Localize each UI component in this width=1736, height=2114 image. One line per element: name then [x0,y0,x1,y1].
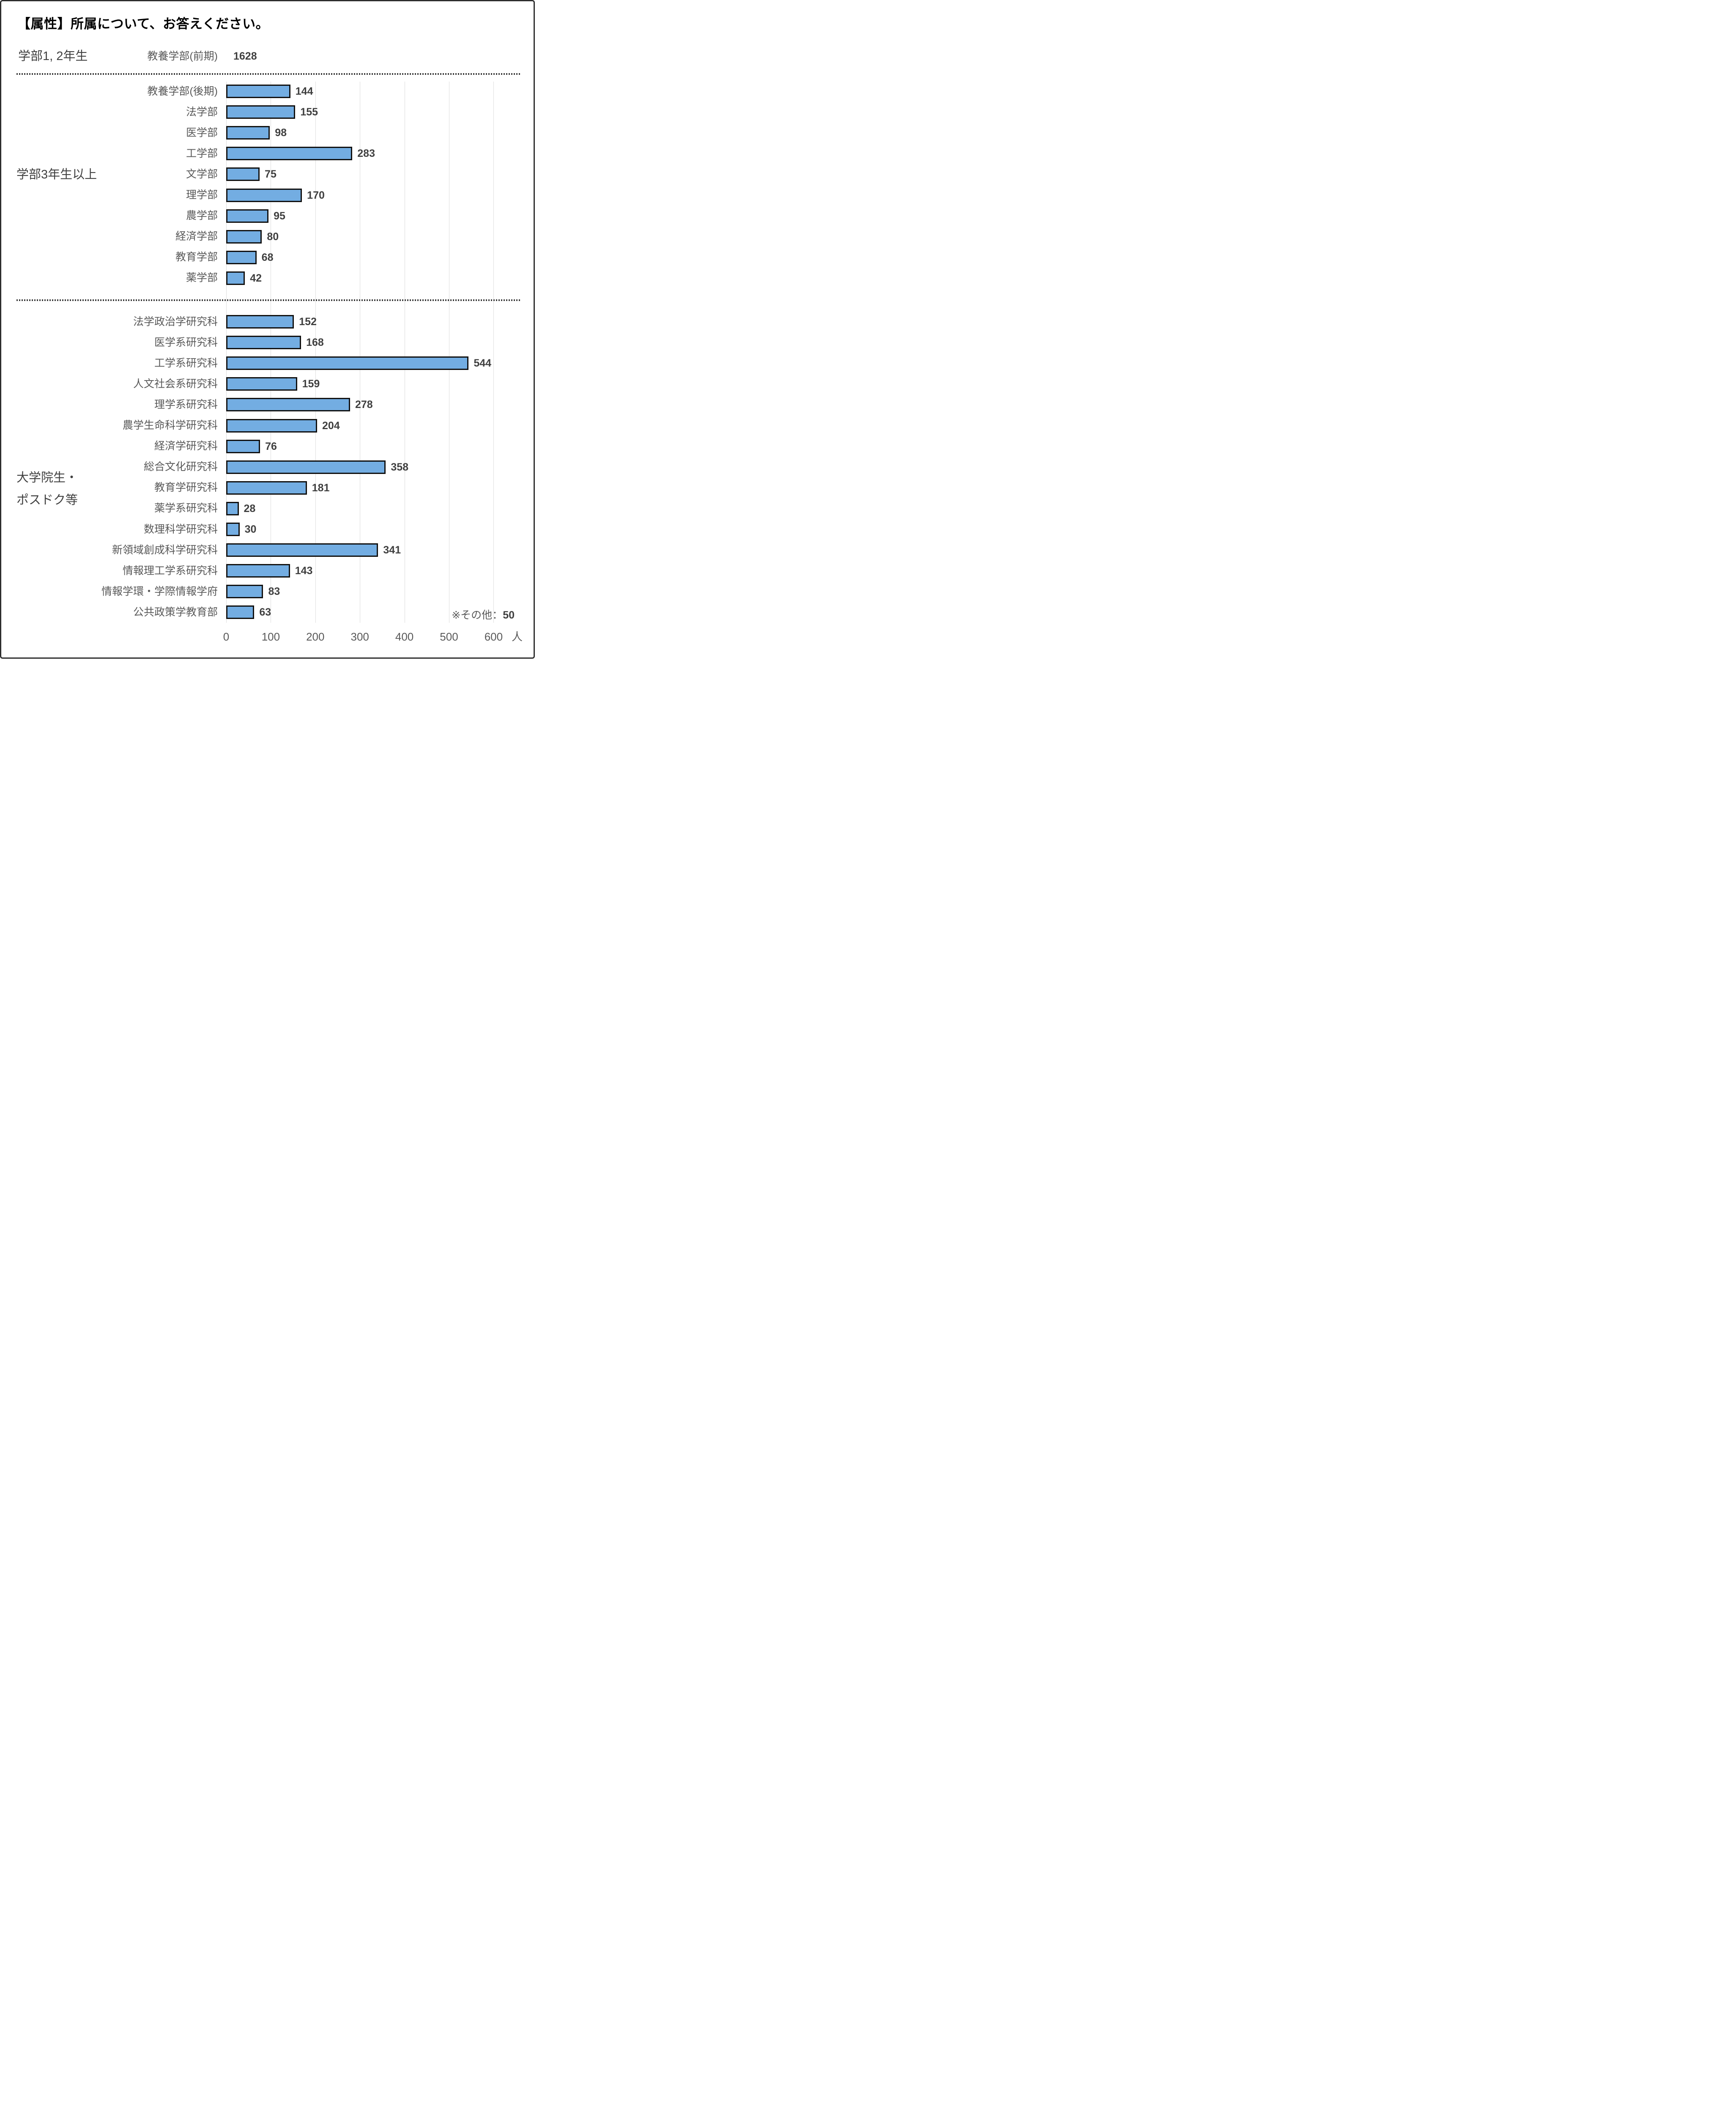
category-label: 文学部 [186,168,218,180]
value-label: 181 [312,482,330,494]
gridline [315,82,316,623]
group-label: 大学院生・ [16,471,78,485]
category-label: 理学部 [186,189,218,201]
category-label: 経済学研究科 [154,440,218,452]
bar [226,439,260,453]
bar [226,336,301,350]
bar [226,250,257,264]
value-label: 30 [244,523,257,535]
value-label: 75 [265,168,277,181]
value-label: 76 [265,440,277,452]
x-tick-label: 100 [261,630,280,643]
value-label: 155 [300,106,318,118]
category-label: 経済学部 [175,230,218,243]
value-label: 283 [357,148,375,160]
bar [226,167,260,181]
value-label: 95 [274,210,285,222]
x-tick-label: 300 [350,630,369,643]
bar [226,188,302,202]
category-label: 法学政治学研究科 [133,315,218,328]
value-label: 83 [268,586,280,598]
value-label: 80 [267,230,279,243]
bar [226,543,378,557]
value-label: 159 [302,378,320,390]
category-label: 農学部 [186,210,218,222]
bar [226,85,290,98]
bar [226,585,263,599]
category-label: 工学部 [186,147,218,159]
category-label: 薬学系研究科 [154,502,218,515]
value-label: 63 [259,606,271,619]
other-note: ※その他：50 [452,609,515,622]
group-separator-line [16,73,520,75]
category-label: 新領域創成科学研究科 [112,544,218,556]
value-label: 143 [295,565,313,577]
value-label: 144 [295,85,313,97]
group-separator-line [16,299,520,301]
bar [226,564,290,578]
axis-unit-label: 人 [511,630,523,643]
value-label: 98 [275,127,287,139]
value-label: 168 [306,337,324,349]
x-tick-label: 500 [440,630,458,643]
value-label: 68 [261,251,274,263]
category-label: 薬学部 [186,272,218,284]
category-label: 工学系研究科 [154,357,218,369]
other-note-prefix: ※その他： [452,609,503,621]
category-label: 数理科学研究科 [143,523,218,535]
chart-title: 【属性】所属について、お答えください。 [17,16,269,31]
bar [226,315,294,329]
bar [226,147,353,161]
category-label: 理学系研究科 [154,398,218,411]
category-label: 教養学部(前期) [147,50,218,62]
value-label: 152 [299,316,317,328]
x-tick-label: 400 [395,630,414,643]
category-label: 医学系研究科 [154,336,218,348]
other-note-value: 50 [503,609,515,621]
category-label: 農学生命科学研究科 [122,419,218,431]
category-label: 情報理工学系研究科 [122,564,218,577]
category-label: 総合文化研究科 [143,461,218,473]
category-label: 公共政策学教育部 [133,606,218,618]
group-label: ポスドク等 [16,493,78,507]
value-label: 358 [391,461,409,473]
category-label: 教育学研究科 [154,482,218,494]
category-label: 人文社会系研究科 [133,378,218,390]
bar [226,271,245,285]
bar [226,419,318,433]
value-label: 341 [383,544,401,556]
category-label: 法学部 [186,106,218,118]
bar [226,377,297,391]
value-label: 544 [474,357,492,370]
group-label: 学部3年生以上 [16,168,97,181]
survey-chart-frame: 【属性】所属について、お答えください。 人 ※その他：50 0 100 200 300… [0,0,535,659]
bar [226,105,296,119]
value-label: 28 [244,502,256,515]
bar [226,356,469,370]
bar [226,605,255,619]
value-label: 204 [322,419,340,432]
bar [226,460,386,474]
bar [226,398,350,412]
bar [226,230,262,244]
x-tick-label: 0 [223,630,230,643]
bar [226,501,239,515]
group-label: 学部1, 2年生 [18,49,88,63]
gridline [493,82,494,623]
value-label: 1628 [233,50,257,62]
gridline [226,82,227,623]
bar [226,481,307,495]
x-tick-label: 200 [306,630,325,643]
value-label: 170 [307,189,325,201]
bar [226,126,270,140]
bar [226,523,240,536]
category-label: 医学部 [186,126,218,139]
value-label: 42 [250,272,262,284]
value-label: 278 [355,399,373,411]
category-label: 教養学部(後期) [147,85,218,97]
bar [226,209,269,223]
category-label: 情報学環・学際情報学府 [101,585,218,597]
category-label: 教育学部 [175,251,218,263]
x-tick-label: 600 [484,630,503,643]
